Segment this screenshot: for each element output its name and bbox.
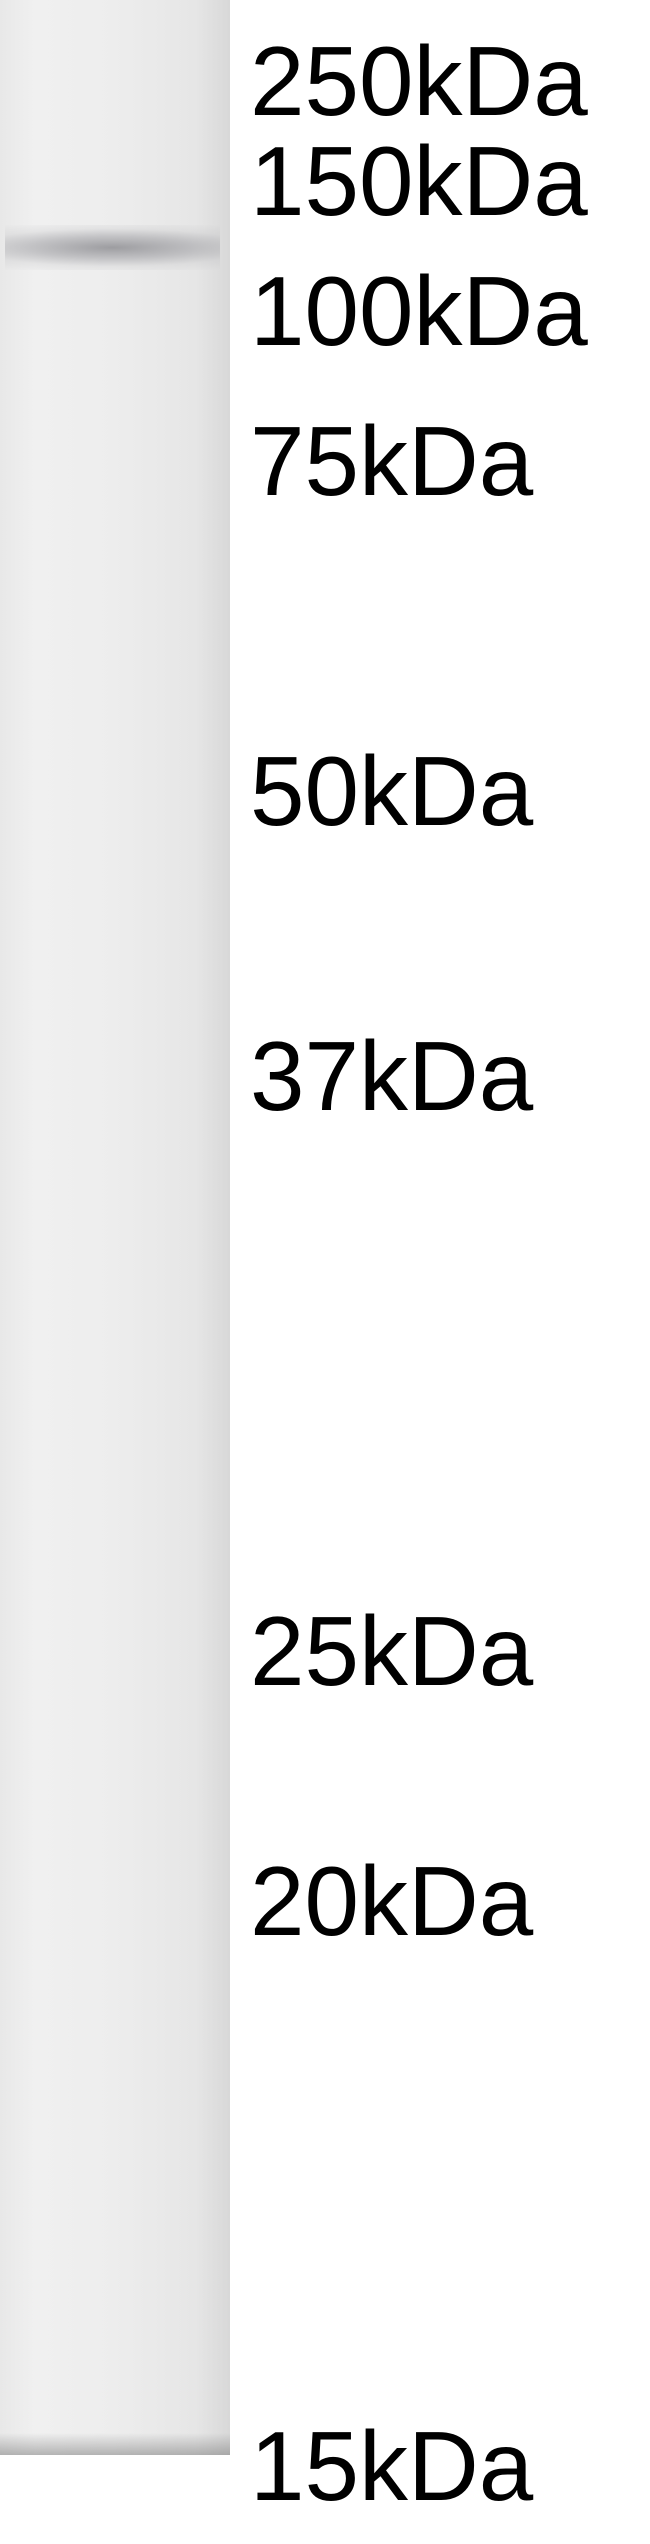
marker-label-75kda: 75kDa — [250, 405, 533, 518]
marker-label-25kda: 25kDa — [250, 1595, 533, 1708]
marker-label-150kda: 150kDa — [250, 125, 588, 238]
western-blot-lane — [0, 0, 230, 2455]
marker-label-15kda: 15kDa — [250, 2410, 533, 2523]
marker-label-100kda: 100kDa — [250, 255, 588, 368]
marker-label-20kda: 20kDa — [250, 1845, 533, 1958]
lane-bottom-edge — [0, 2433, 230, 2455]
marker-label-250kda: 250kDa — [250, 25, 588, 138]
protein-band-100kda — [5, 225, 220, 270]
marker-label-37kda: 37kDa — [250, 1020, 533, 1133]
marker-label-50kda: 50kDa — [250, 735, 533, 848]
